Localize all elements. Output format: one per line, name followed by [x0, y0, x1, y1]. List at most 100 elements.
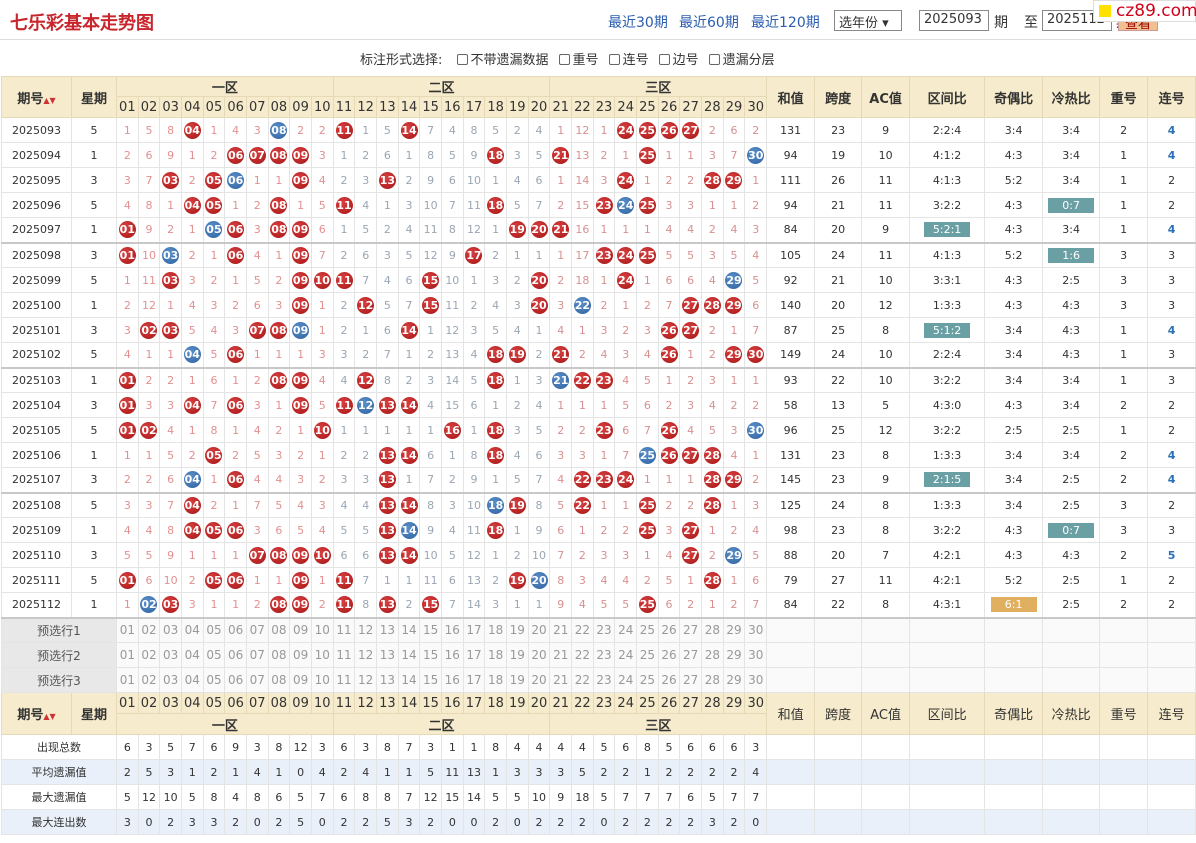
preselect-cell[interactable]: 16	[440, 642, 464, 668]
preselect-cell[interactable]: 21	[549, 667, 573, 693]
preselect-cell[interactable]: 19	[505, 667, 529, 693]
preselect-cell[interactable]: 13	[376, 617, 399, 643]
preselect-cell[interactable]: 23	[592, 667, 616, 693]
preselect-cell[interactable]: 12	[354, 617, 378, 643]
preselect-cell[interactable]: 14	[397, 667, 421, 693]
preselect-cell[interactable]: 08	[267, 642, 291, 668]
preselect-cell[interactable]: 28	[701, 617, 724, 643]
preselect-cell[interactable]: 22	[571, 617, 594, 643]
preselect-cell[interactable]: 04	[180, 642, 204, 668]
preselect-cell[interactable]: 06	[224, 667, 247, 693]
preselect-cell[interactable]: 26	[657, 642, 681, 668]
checkbox[interactable]	[456, 54, 468, 65]
preselect-cell[interactable]: 05	[202, 642, 226, 668]
checkbox[interactable]	[708, 54, 720, 65]
preselect-cell[interactable]: 08	[267, 617, 291, 643]
preselect-cell[interactable]: 28	[701, 667, 724, 693]
preselect-cell[interactable]: 21	[549, 617, 573, 643]
preselect-cell[interactable]: 09	[289, 667, 312, 693]
preselect-cell[interactable]: 25	[636, 642, 659, 668]
preselect-cell[interactable]: 06	[224, 617, 247, 643]
preselect-cell[interactable]: 20	[527, 667, 551, 693]
checkbox[interactable]	[558, 54, 570, 65]
preselect-cell[interactable]: 08	[267, 667, 291, 693]
preselect-cell[interactable]: 03	[159, 617, 182, 643]
preselect-cell[interactable]: 30	[744, 667, 768, 693]
preselect-cell[interactable]: 10	[310, 642, 334, 668]
preselect-cell[interactable]: 22	[571, 642, 594, 668]
preselect-cell[interactable]: 14	[397, 617, 421, 643]
preselect-cell[interactable]: 15	[419, 642, 442, 668]
preselect-cell[interactable]: 03	[159, 642, 182, 668]
preselect-cell[interactable]: 19	[505, 617, 529, 643]
preselect-cell[interactable]: 25	[636, 617, 659, 643]
checkbox[interactable]	[658, 54, 670, 65]
preselect-cell[interactable]: 30	[744, 617, 768, 643]
preselect-cell[interactable]: 29	[722, 642, 746, 668]
preselect-cell[interactable]: 01	[116, 617, 139, 643]
preselect-cell[interactable]: 18	[484, 642, 507, 668]
preselect-cell[interactable]: 09	[289, 617, 312, 643]
preselect-cell[interactable]: 20	[527, 642, 551, 668]
preselect-cell[interactable]: 18	[484, 617, 507, 643]
preselect-cell[interactable]: 02	[137, 667, 161, 693]
preselect-cell[interactable]: 27	[679, 642, 702, 668]
preselect-cell[interactable]: 13	[376, 642, 399, 668]
from-input[interactable]: 2025093	[919, 10, 989, 31]
preselect-cell[interactable]: 01	[116, 642, 139, 668]
preselect-cell[interactable]: 23	[592, 617, 616, 643]
preselect-cell[interactable]: 05	[202, 667, 226, 693]
preselect-cell[interactable]: 15	[419, 667, 442, 693]
preselect-cell[interactable]: 26	[657, 667, 681, 693]
preselect-cell[interactable]: 23	[592, 642, 616, 668]
preselect-cell[interactable]: 30	[744, 642, 768, 668]
preselect-cell[interactable]: 17	[462, 642, 486, 668]
link[interactable]: 最近30期	[608, 15, 668, 31]
preselect-cell[interactable]: 19	[505, 642, 529, 668]
preselect-cell[interactable]: 22	[571, 667, 594, 693]
preselect-cell[interactable]: 02	[137, 617, 161, 643]
preselect-cell[interactable]: 26	[657, 617, 681, 643]
preselect-cell[interactable]: 12	[354, 642, 378, 668]
preselect-cell[interactable]: 24	[614, 642, 638, 668]
preselect-cell[interactable]: 17	[462, 667, 486, 693]
preselect-cell[interactable]: 04	[180, 667, 204, 693]
preselect-cell[interactable]: 21	[549, 642, 573, 668]
preselect-cell[interactable]: 29	[722, 667, 746, 693]
preselect-cell[interactable]: 04	[180, 617, 204, 643]
preselect-cell[interactable]: 29	[722, 617, 746, 643]
preselect-cell[interactable]: 11	[332, 667, 356, 693]
preselect-cell[interactable]: 09	[289, 642, 312, 668]
preselect-cell[interactable]: 24	[614, 617, 638, 643]
preselect-cell[interactable]: 18	[484, 667, 507, 693]
preselect-cell[interactable]: 11	[332, 617, 356, 643]
preselect-cell[interactable]: 07	[245, 667, 269, 693]
preselect-cell[interactable]: 27	[679, 617, 702, 643]
checkbox[interactable]	[608, 54, 620, 65]
preselect-cell[interactable]: 02	[137, 642, 161, 668]
preselect-cell[interactable]: 27	[679, 667, 702, 693]
preselect-cell[interactable]: 11	[332, 642, 356, 668]
preselect-cell[interactable]: 07	[245, 642, 269, 668]
preselect-cell[interactable]: 13	[376, 667, 399, 693]
preselect-cell[interactable]: 20	[527, 617, 551, 643]
preselect-cell[interactable]: 07	[245, 617, 269, 643]
preselect-cell[interactable]: 15	[419, 617, 442, 643]
preselect-cell[interactable]: 16	[440, 667, 464, 693]
preselect-cell[interactable]: 28	[701, 642, 724, 668]
link[interactable]: 最近120期	[751, 15, 820, 31]
preselect-cell[interactable]: 10	[310, 617, 334, 643]
preselect-cell[interactable]: 10	[310, 667, 334, 693]
preselect-cell[interactable]: 03	[159, 667, 182, 693]
preselect-cell[interactable]: 12	[354, 667, 378, 693]
year-select[interactable]: 选年份 ▾	[834, 10, 902, 31]
preselect-cell[interactable]: 24	[614, 667, 638, 693]
preselect-cell[interactable]: 01	[116, 667, 139, 693]
preselect-cell[interactable]: 06	[224, 642, 247, 668]
preselect-cell[interactable]: 14	[397, 642, 421, 668]
link[interactable]: 最近60期	[679, 15, 739, 31]
preselect-cell[interactable]: 05	[202, 617, 226, 643]
preselect-cell[interactable]: 17	[462, 617, 486, 643]
preselect-cell[interactable]: 25	[636, 667, 659, 693]
preselect-cell[interactable]: 16	[440, 617, 464, 643]
